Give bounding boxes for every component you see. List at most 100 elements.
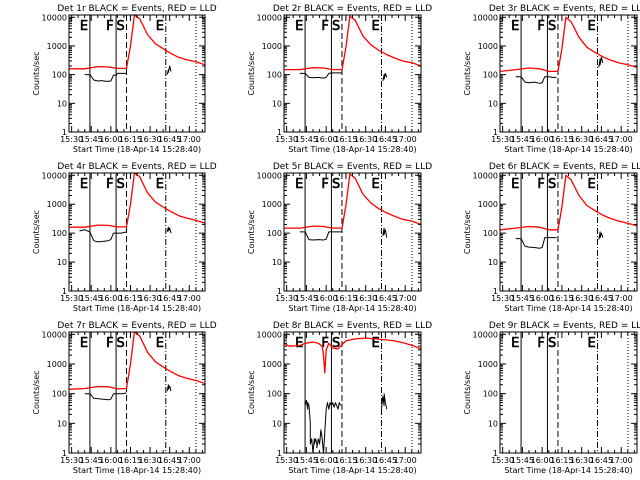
y-tick-label: 10 bbox=[488, 258, 498, 267]
x-tick-label: 16:00 bbox=[99, 135, 122, 144]
event-marker-label: E bbox=[511, 19, 519, 34]
plot-frame bbox=[499, 331, 638, 454]
x-tick-label: 16:45 bbox=[158, 294, 181, 303]
event-marker-label: S bbox=[117, 336, 125, 351]
y-axis-label: Counts/sec bbox=[247, 370, 256, 414]
y-tick-label: 100 bbox=[52, 71, 67, 80]
x-tick-label: 16:30 bbox=[570, 135, 593, 144]
y-tick-label: 1000 bbox=[478, 360, 498, 369]
x-tick-label: 15:45 bbox=[511, 456, 534, 465]
event-marker-label: F bbox=[106, 19, 113, 34]
plot-frame bbox=[283, 331, 422, 454]
detector-panel-6: Det 6r BLACK = Events, RED = LLD E F S E 1 10 1… bbox=[463, 162, 640, 313]
x-tick-label: 16:15 bbox=[119, 456, 142, 465]
x-tick-label: 15:30 bbox=[275, 135, 298, 144]
panel-title: Det 5r BLACK = Events, RED = LLD bbox=[273, 162, 432, 172]
lld-series-line bbox=[284, 173, 421, 229]
lld-series-line bbox=[69, 15, 205, 70]
events-series-line bbox=[382, 72, 388, 82]
y-tick-label: 100 bbox=[267, 390, 282, 399]
plot-frame bbox=[68, 14, 206, 133]
event-marker-label: S bbox=[117, 177, 125, 192]
detector-panel-9: Det 9r BLACK = Events, RED = LLD E F S E 1 10 1… bbox=[463, 321, 640, 475]
y-tick-label: 100 bbox=[267, 229, 282, 238]
y-tick-label: 100 bbox=[52, 229, 67, 238]
events-series-line bbox=[79, 229, 127, 243]
event-marker-label: E bbox=[371, 19, 379, 34]
x-tick-label: 16:30 bbox=[570, 294, 593, 303]
y-tick-label: 1 bbox=[277, 449, 282, 458]
x-tick-label: 15:45 bbox=[295, 456, 318, 465]
detector-panel-1: Det 1r BLACK = Events, RED = LLD E F S E 1 10 1… bbox=[32, 4, 217, 154]
series-group bbox=[69, 173, 205, 243]
x-tick-label: 15:30 bbox=[491, 135, 514, 144]
x-axis-label: Start Time (18-Apr-14 15:28:40) bbox=[73, 304, 201, 313]
event-marker-label: F bbox=[537, 336, 544, 351]
x-axis-label: Start Time (18-Apr-14 15:28:40) bbox=[73, 145, 201, 154]
x-tick-label: 16:00 bbox=[531, 456, 554, 465]
x-tick-label: 16:30 bbox=[570, 456, 593, 465]
y-tick-label: 1 bbox=[493, 287, 498, 296]
panel-title: Det 7r BLACK = Events, RED = LLD bbox=[57, 321, 216, 331]
x-tick-label: 16:45 bbox=[374, 294, 397, 303]
x-tick-label: 16:30 bbox=[354, 135, 377, 144]
x-tick-label: 16:00 bbox=[99, 294, 122, 303]
x-tick-label: 16:00 bbox=[315, 135, 338, 144]
x-tick-label: 15:45 bbox=[80, 135, 103, 144]
x-tick-label: 15:30 bbox=[491, 456, 514, 465]
y-tick-label: 1 bbox=[277, 128, 282, 137]
events-series-line bbox=[166, 384, 172, 392]
x-tick-label: 16:30 bbox=[139, 135, 162, 144]
y-tick-label: 1000 bbox=[262, 200, 282, 209]
lld-series-line bbox=[284, 337, 421, 374]
y-tick-label: 10000 bbox=[42, 171, 67, 180]
x-tick-label: 16:45 bbox=[374, 456, 397, 465]
y-tick-label: 1000 bbox=[47, 42, 67, 51]
x-tick-label: 16:00 bbox=[315, 456, 338, 465]
event-marker-label: F bbox=[106, 336, 113, 351]
x-tick-label: 16:15 bbox=[334, 456, 357, 465]
detector-panel-8: Det 8r BLACK = Events, RED = LLD E F S E 1 10 1… bbox=[247, 321, 432, 475]
x-axis-label: Start Time (18-Apr-14 15:28:40) bbox=[288, 145, 416, 154]
lld-series-line bbox=[69, 173, 205, 228]
x-tick-label: 15:45 bbox=[295, 135, 318, 144]
x-tick-label: 16:00 bbox=[315, 294, 338, 303]
y-axis-label: Counts/sec bbox=[463, 51, 472, 95]
events-series-line bbox=[515, 237, 557, 249]
events-series-line bbox=[299, 72, 342, 79]
y-axis-label: Counts/sec bbox=[463, 210, 472, 254]
lld-series-line bbox=[69, 332, 205, 390]
y-tick-label: 1 bbox=[277, 287, 282, 296]
y-tick-label: 10 bbox=[272, 258, 282, 267]
y-tick-label: 1000 bbox=[478, 42, 498, 51]
events-series-line bbox=[598, 56, 604, 68]
x-tick-label: 15:30 bbox=[275, 294, 298, 303]
detector-panel-4: Det 4r BLACK = Events, RED = LLD E F S E 1 10 1… bbox=[32, 162, 217, 313]
plot-frame bbox=[499, 14, 638, 133]
y-tick-label: 1000 bbox=[262, 360, 282, 369]
event-marker-label: E bbox=[511, 336, 519, 351]
event-marker-label: S bbox=[548, 177, 556, 192]
events-series-line bbox=[166, 226, 172, 234]
y-tick-label: 1000 bbox=[478, 200, 498, 209]
x-tick-label: 17:00 bbox=[178, 294, 201, 303]
events-series-line bbox=[84, 72, 127, 82]
y-tick-label: 100 bbox=[52, 390, 67, 399]
x-axis-label: Start Time (18-Apr-14 15:28:40) bbox=[504, 466, 632, 475]
x-tick-label: 17:00 bbox=[610, 456, 633, 465]
x-tick-label: 17:00 bbox=[394, 135, 417, 144]
x-tick-label: 16:15 bbox=[119, 294, 142, 303]
event-marker-label: E bbox=[587, 336, 595, 351]
y-axis-label: Counts/sec bbox=[463, 370, 472, 414]
x-tick-label: 15:45 bbox=[511, 294, 534, 303]
x-tick-label: 16:45 bbox=[590, 456, 613, 465]
x-tick-label: 15:45 bbox=[511, 135, 534, 144]
event-marker-label: E bbox=[80, 177, 88, 192]
y-tick-label: 10 bbox=[57, 99, 67, 108]
plot-frame bbox=[68, 331, 206, 454]
x-tick-label: 17:00 bbox=[394, 456, 417, 465]
x-tick-label: 16:30 bbox=[139, 294, 162, 303]
x-tick-label: 16:45 bbox=[158, 135, 181, 144]
x-tick-label: 15:45 bbox=[295, 294, 318, 303]
panel-title: Det 8r BLACK = Events, RED = LLD bbox=[273, 321, 432, 331]
